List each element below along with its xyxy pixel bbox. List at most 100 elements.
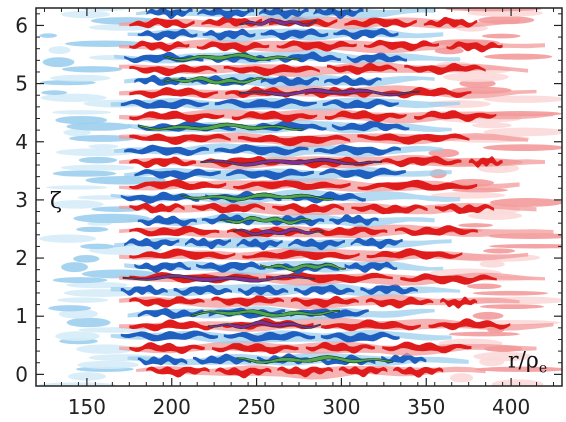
band-peak-13 xyxy=(220,215,312,225)
left-fringe-patch-11 xyxy=(48,305,92,312)
band-core-24-3 xyxy=(381,86,472,99)
left-fringe-patch-46 xyxy=(42,57,75,68)
right-fringe-patch-10 xyxy=(472,311,504,320)
band-core-17-0 xyxy=(134,168,221,180)
band-core-28-4 xyxy=(446,41,503,53)
band-peak-24 xyxy=(239,87,420,97)
left-fringe-patch-54 xyxy=(76,8,132,12)
left-fringe-patch-39 xyxy=(51,110,112,115)
band-peak-8 xyxy=(122,274,315,283)
axis-tick-labels: 150 200 250 300 350 400 0 1 2 3 4 5 6 xyxy=(15,13,530,419)
band-core-1-0 xyxy=(137,354,188,366)
band-core-28-2 xyxy=(276,40,357,52)
band-core-6-1 xyxy=(211,294,284,307)
left-fringe-patch-18 xyxy=(73,255,100,263)
band-halo-26 xyxy=(119,61,529,77)
right-fringe-patch-11 xyxy=(479,304,544,310)
band-core-8-1 xyxy=(266,271,393,284)
band-core-2-0 xyxy=(129,342,205,354)
contour-field xyxy=(39,8,562,386)
band-core-11-1 xyxy=(185,237,231,250)
band-core-21-2 xyxy=(331,120,410,132)
left-fringe-patch-45 xyxy=(61,66,123,73)
left-fringe-patch-26 xyxy=(50,200,104,209)
band-core-15-0 xyxy=(120,191,200,204)
x-axis-label: r/ρe xyxy=(508,348,547,376)
band-core-30-3 xyxy=(344,16,417,28)
band-peak-4 xyxy=(207,320,321,330)
band-core-6-2 xyxy=(290,295,359,308)
band-core-0-2 xyxy=(277,366,333,378)
left-fringe-patch-3 xyxy=(77,360,139,369)
band-core-2-3 xyxy=(382,341,472,354)
band-core-16-0 xyxy=(129,179,227,191)
band-core-0-0 xyxy=(146,366,210,378)
band-core-14-2 xyxy=(272,203,345,214)
x-axis-label-main: r/ρ xyxy=(508,348,539,373)
band-core-11-0 xyxy=(124,238,180,250)
band-core-7-4 xyxy=(360,284,418,295)
band-core-7-3 xyxy=(294,284,355,296)
band-core-13-3 xyxy=(329,214,379,226)
band-core-16-1 xyxy=(233,179,351,191)
right-fringe-patch-34 xyxy=(483,144,562,151)
band-peak-15 xyxy=(180,192,334,202)
band-core-31-1 xyxy=(197,8,255,20)
band-peak-30 xyxy=(239,17,317,27)
band-core-3-1 xyxy=(223,331,316,342)
band-core-14-4 xyxy=(434,203,495,215)
band-peak-27 xyxy=(164,52,301,62)
band-core-18-3 xyxy=(380,155,462,168)
left-fringe-patch-41 xyxy=(40,93,107,102)
x-tick-label-200: 200 xyxy=(153,395,191,419)
band-core-14-0 xyxy=(129,202,185,214)
band-core-20-2 xyxy=(357,133,470,145)
left-fringe-patch-15 xyxy=(52,277,108,284)
left-fringe-patch-10 xyxy=(58,309,98,319)
band-peak-9 xyxy=(260,262,346,272)
band-core-27-2 xyxy=(276,51,341,63)
right-fringe-patch-0 xyxy=(491,379,544,386)
right-fringe-patch-2 xyxy=(475,366,562,372)
band-core-18-1 xyxy=(203,156,285,168)
y-tick-label-6: 6 xyxy=(15,13,28,37)
right-fringe-patch-17 xyxy=(479,260,505,268)
band-core-19-2 xyxy=(314,144,401,156)
band-core-22-0 xyxy=(129,110,225,123)
band-core-3-2 xyxy=(320,331,400,343)
band-core-3-0 xyxy=(120,330,218,342)
band-core-16-2 xyxy=(357,179,478,191)
band-core-28-3 xyxy=(364,39,439,52)
band-core-26-3 xyxy=(404,62,486,75)
band-core-13-1 xyxy=(201,213,262,226)
band-core-20-1 xyxy=(237,134,351,147)
band-core-4-2 xyxy=(321,319,421,332)
left-fringe-patch-21 xyxy=(39,234,97,243)
band-peak-21 xyxy=(138,122,304,131)
band-core-19-1 xyxy=(214,144,309,156)
right-fringe-patch-50 xyxy=(481,33,521,39)
band-core-22-2 xyxy=(324,110,407,123)
band-core-4-0 xyxy=(129,319,216,332)
band-core-4-3 xyxy=(428,318,511,331)
band-core-29-1 xyxy=(202,28,256,41)
band-core-0-1 xyxy=(215,367,272,379)
band-peak-18 xyxy=(200,157,382,167)
band-core-7-0 xyxy=(120,284,168,296)
band-core-31-3 xyxy=(313,8,364,20)
band-core-12-0 xyxy=(129,225,220,237)
right-fringe-patch-47 xyxy=(484,53,553,60)
band-core-28-0 xyxy=(129,40,190,52)
x-tick-label-300: 300 xyxy=(322,395,360,419)
band-core-25-0 xyxy=(134,74,187,86)
band-core-12-2 xyxy=(309,225,388,237)
band-core-15-2 xyxy=(287,191,366,204)
right-fringe-patch-14 xyxy=(466,283,502,290)
left-fringe-patch-9 xyxy=(66,317,111,328)
band-core-31-0 xyxy=(146,8,193,20)
band-core-10-0 xyxy=(129,248,236,260)
band-peak-25 xyxy=(164,76,266,85)
x-tick-label-150: 150 xyxy=(68,395,106,419)
y-tick-label-0: 0 xyxy=(15,362,28,386)
